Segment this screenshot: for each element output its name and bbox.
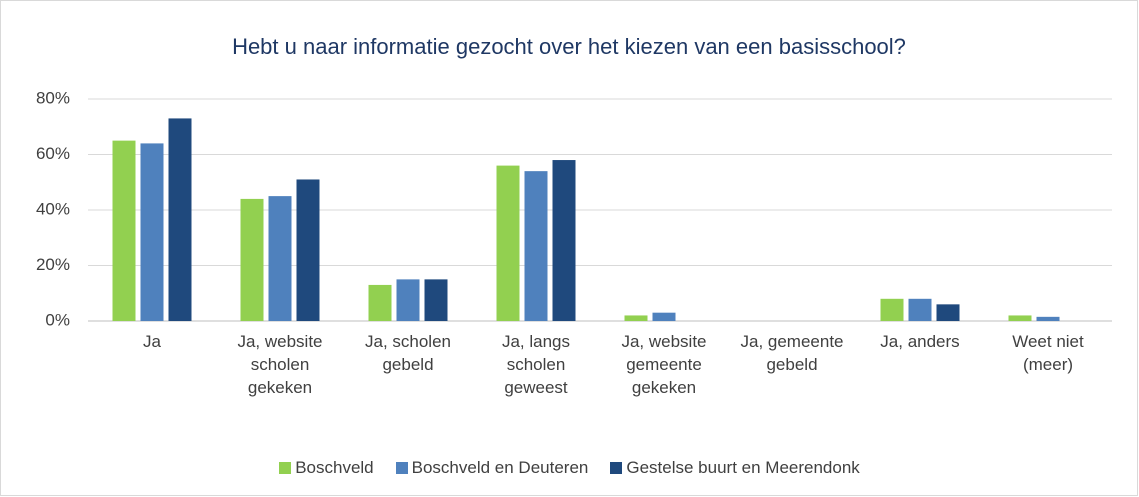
x-tick-label: Weet niet (meer) (1012, 332, 1084, 374)
legend: Boschveld Boschveld en Deuteren Gestelse b… (0, 458, 1139, 478)
y-tick-label: 40% (36, 199, 70, 218)
bar (424, 279, 448, 321)
bar (140, 143, 164, 321)
x-tick-label: Ja, website gemeente gekeken (621, 332, 707, 397)
y-tick-label: 20% (36, 255, 70, 274)
x-tick-label: Ja, gemeente gebeld (740, 332, 844, 374)
bar (1008, 315, 1032, 321)
legend-item: Boschveld en Deuteren (395, 458, 589, 478)
bar (496, 165, 520, 321)
legend-swatch (279, 462, 292, 474)
bar (524, 171, 548, 321)
x-tick-label: Ja, langs scholen geweest (501, 332, 571, 397)
bar (368, 284, 392, 321)
y-tick-label: 80% (36, 88, 70, 107)
bar (624, 315, 648, 321)
bar (880, 298, 904, 321)
x-tick-label: Ja, scholen gebeld (365, 332, 451, 374)
bar (936, 304, 960, 321)
x-tick-label: Ja, anders (880, 332, 960, 351)
y-tick-label: 60% (36, 144, 70, 163)
bar (908, 298, 932, 321)
bar (396, 279, 420, 321)
legend-label: Boschveld (295, 458, 374, 477)
bar (652, 312, 676, 321)
bar (552, 160, 576, 321)
x-tick-label: Ja (143, 332, 161, 351)
legend-label: Gestelse buurt en Meerendonk (626, 458, 860, 477)
legend-swatch (395, 462, 408, 474)
legend-label: Boschveld en Deuteren (411, 458, 589, 477)
x-tick-label: Ja, website scholen gekeken (237, 332, 323, 397)
bar (112, 140, 136, 321)
bar (240, 198, 264, 321)
chart-title: Hebt u naar informatie gezocht over het … (232, 34, 906, 59)
bar (296, 179, 320, 321)
legend-item: Gestelse buurt en Meerendonk (610, 458, 860, 478)
bar (1036, 316, 1060, 321)
legend-swatch (610, 462, 623, 474)
y-tick-label: 0% (45, 310, 70, 329)
legend-item: Boschveld (279, 458, 374, 478)
bar (168, 118, 192, 321)
bar (268, 196, 292, 321)
